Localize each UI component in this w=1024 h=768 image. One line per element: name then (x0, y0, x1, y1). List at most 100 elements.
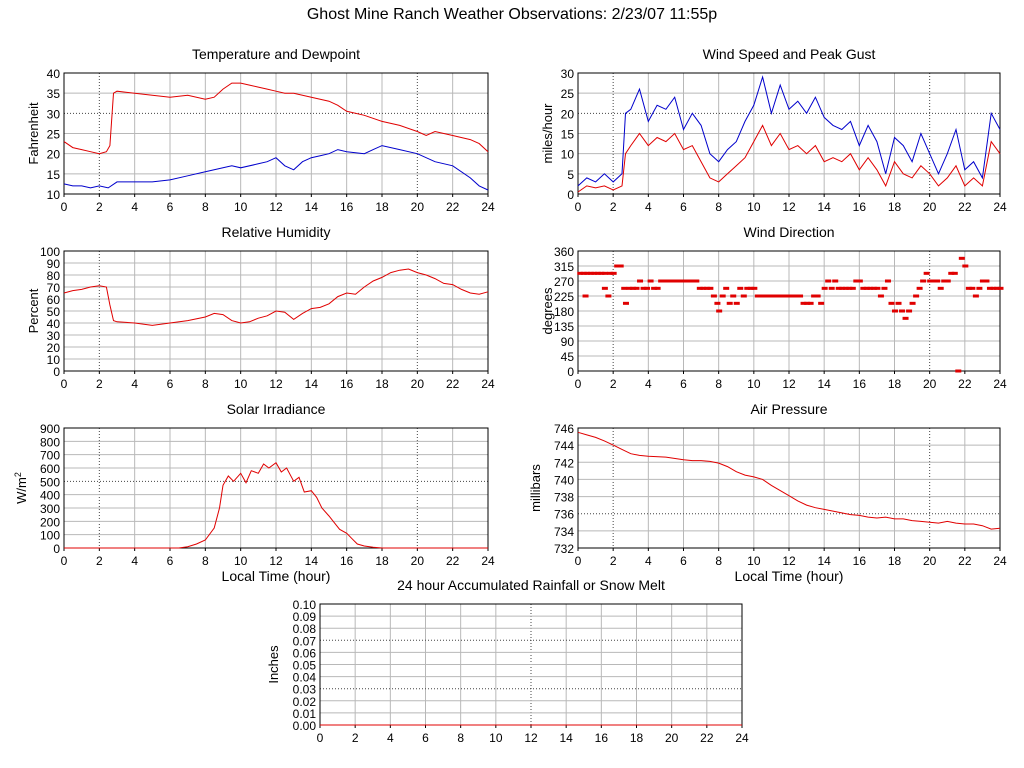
x-tick-label: 22 (446, 377, 460, 391)
x-tick-label: 20 (411, 200, 425, 214)
y-tick-label: 742 (554, 456, 574, 470)
y-tick-label: 0.03 (293, 683, 317, 697)
chart-title: Wind Speed and Peak Gust (703, 46, 876, 62)
data-point (584, 271, 591, 275)
data-point (726, 301, 733, 305)
data-point (765, 294, 772, 298)
y-tick-label: 800 (40, 435, 60, 449)
y-tick-label: 360 (554, 245, 574, 259)
y-tick-label: 10 (47, 353, 61, 367)
data-point (577, 271, 584, 275)
data-point (591, 271, 598, 275)
data-point (610, 271, 617, 275)
x-tick-label: 22 (700, 731, 714, 745)
data-point (661, 279, 668, 283)
x-tick-label: 10 (234, 377, 248, 391)
x-tick-label: 4 (645, 554, 652, 568)
data-point (941, 279, 948, 283)
y-tick-label: 90 (561, 335, 575, 349)
data-point (944, 279, 951, 283)
y-tick-label: 0.00 (293, 719, 317, 733)
data-point (607, 271, 614, 275)
y-tick-label: 0.02 (293, 695, 317, 709)
data-point (832, 279, 839, 283)
y-tick-label: 738 (554, 491, 574, 505)
data-point (758, 294, 765, 298)
x-tick-label: 24 (993, 377, 1007, 391)
y-tick-label: 0 (567, 365, 574, 379)
x-tick-label: 10 (747, 200, 761, 214)
data-point (902, 316, 909, 320)
data-point (733, 301, 740, 305)
data-point (672, 279, 679, 283)
y-tick-label: 0.09 (293, 610, 317, 624)
x-tick-label: 10 (234, 200, 248, 214)
x-tick-label: 22 (958, 554, 972, 568)
x-tick-label: 12 (782, 377, 796, 391)
x-tick-label: 16 (853, 200, 867, 214)
data-point (828, 286, 835, 290)
data-point (637, 279, 644, 283)
data-point (682, 279, 689, 283)
data-point (976, 286, 983, 290)
data-point (909, 301, 916, 305)
data-point (617, 264, 624, 268)
data-point (782, 294, 789, 298)
data-point (881, 286, 888, 290)
data-point (804, 301, 811, 305)
x-tick-label: 14 (817, 377, 831, 391)
data-point (937, 286, 944, 290)
y-tick-label: 40 (47, 317, 61, 331)
data-point (686, 279, 693, 283)
y-tick-label: 0.04 (293, 671, 317, 685)
data-point (825, 279, 832, 283)
y-tick-label: 700 (40, 449, 60, 463)
x-tick-label: 2 (96, 200, 103, 214)
data-point (874, 286, 881, 290)
chart-panel-6: 24 hour Accumulated Rainfall or Snow Mel… (266, 577, 749, 745)
y-tick-label: 270 (554, 275, 574, 289)
x-tick-label: 18 (375, 200, 389, 214)
data-point (877, 294, 884, 298)
y-axis-label: Inches (266, 645, 281, 684)
x-tick-label: 20 (923, 200, 937, 214)
x-tick-label: 16 (340, 200, 354, 214)
x-tick-label: 0 (61, 554, 68, 568)
y-tick-label: 0.05 (293, 659, 317, 673)
y-axis-label: millibars (528, 464, 543, 512)
x-tick-label: 18 (888, 200, 902, 214)
x-tick-label: 12 (524, 731, 538, 745)
x-tick-label: 8 (202, 554, 209, 568)
data-point (703, 286, 710, 290)
x-tick-label: 22 (446, 554, 460, 568)
x-tick-label: 12 (269, 377, 283, 391)
y-axis-label: miles/hour (540, 103, 555, 164)
series-line-0 (577, 75, 1001, 187)
y-tick-label: 500 (40, 475, 60, 489)
y-tick-label: 20 (561, 107, 575, 121)
data-point (633, 286, 640, 290)
data-point (707, 286, 714, 290)
y-tick-label: 25 (561, 87, 575, 101)
page-title: Ghost Mine Ranch Weather Observations: 2… (306, 6, 718, 23)
data-point (958, 256, 965, 260)
data-point (853, 279, 860, 283)
chart-title: Temperature and Dewpoint (192, 46, 360, 62)
x-tick-label: 20 (923, 377, 937, 391)
data-point (997, 286, 1004, 290)
x-axis-label: Local Time (hour) (735, 568, 844, 584)
data-point (594, 271, 601, 275)
x-tick-label: 10 (747, 377, 761, 391)
data-point (723, 286, 730, 290)
y-tick-label: 45 (561, 350, 575, 364)
x-tick-label: 4 (387, 731, 394, 745)
x-tick-label: 8 (715, 200, 722, 214)
data-point (814, 294, 821, 298)
x-tick-label: 18 (375, 554, 389, 568)
x-tick-label: 24 (481, 554, 495, 568)
data-point (786, 294, 793, 298)
x-tick-label: 4 (645, 200, 652, 214)
y-tick-label: 746 (554, 422, 574, 436)
data-point (839, 286, 846, 290)
data-point (927, 279, 934, 283)
